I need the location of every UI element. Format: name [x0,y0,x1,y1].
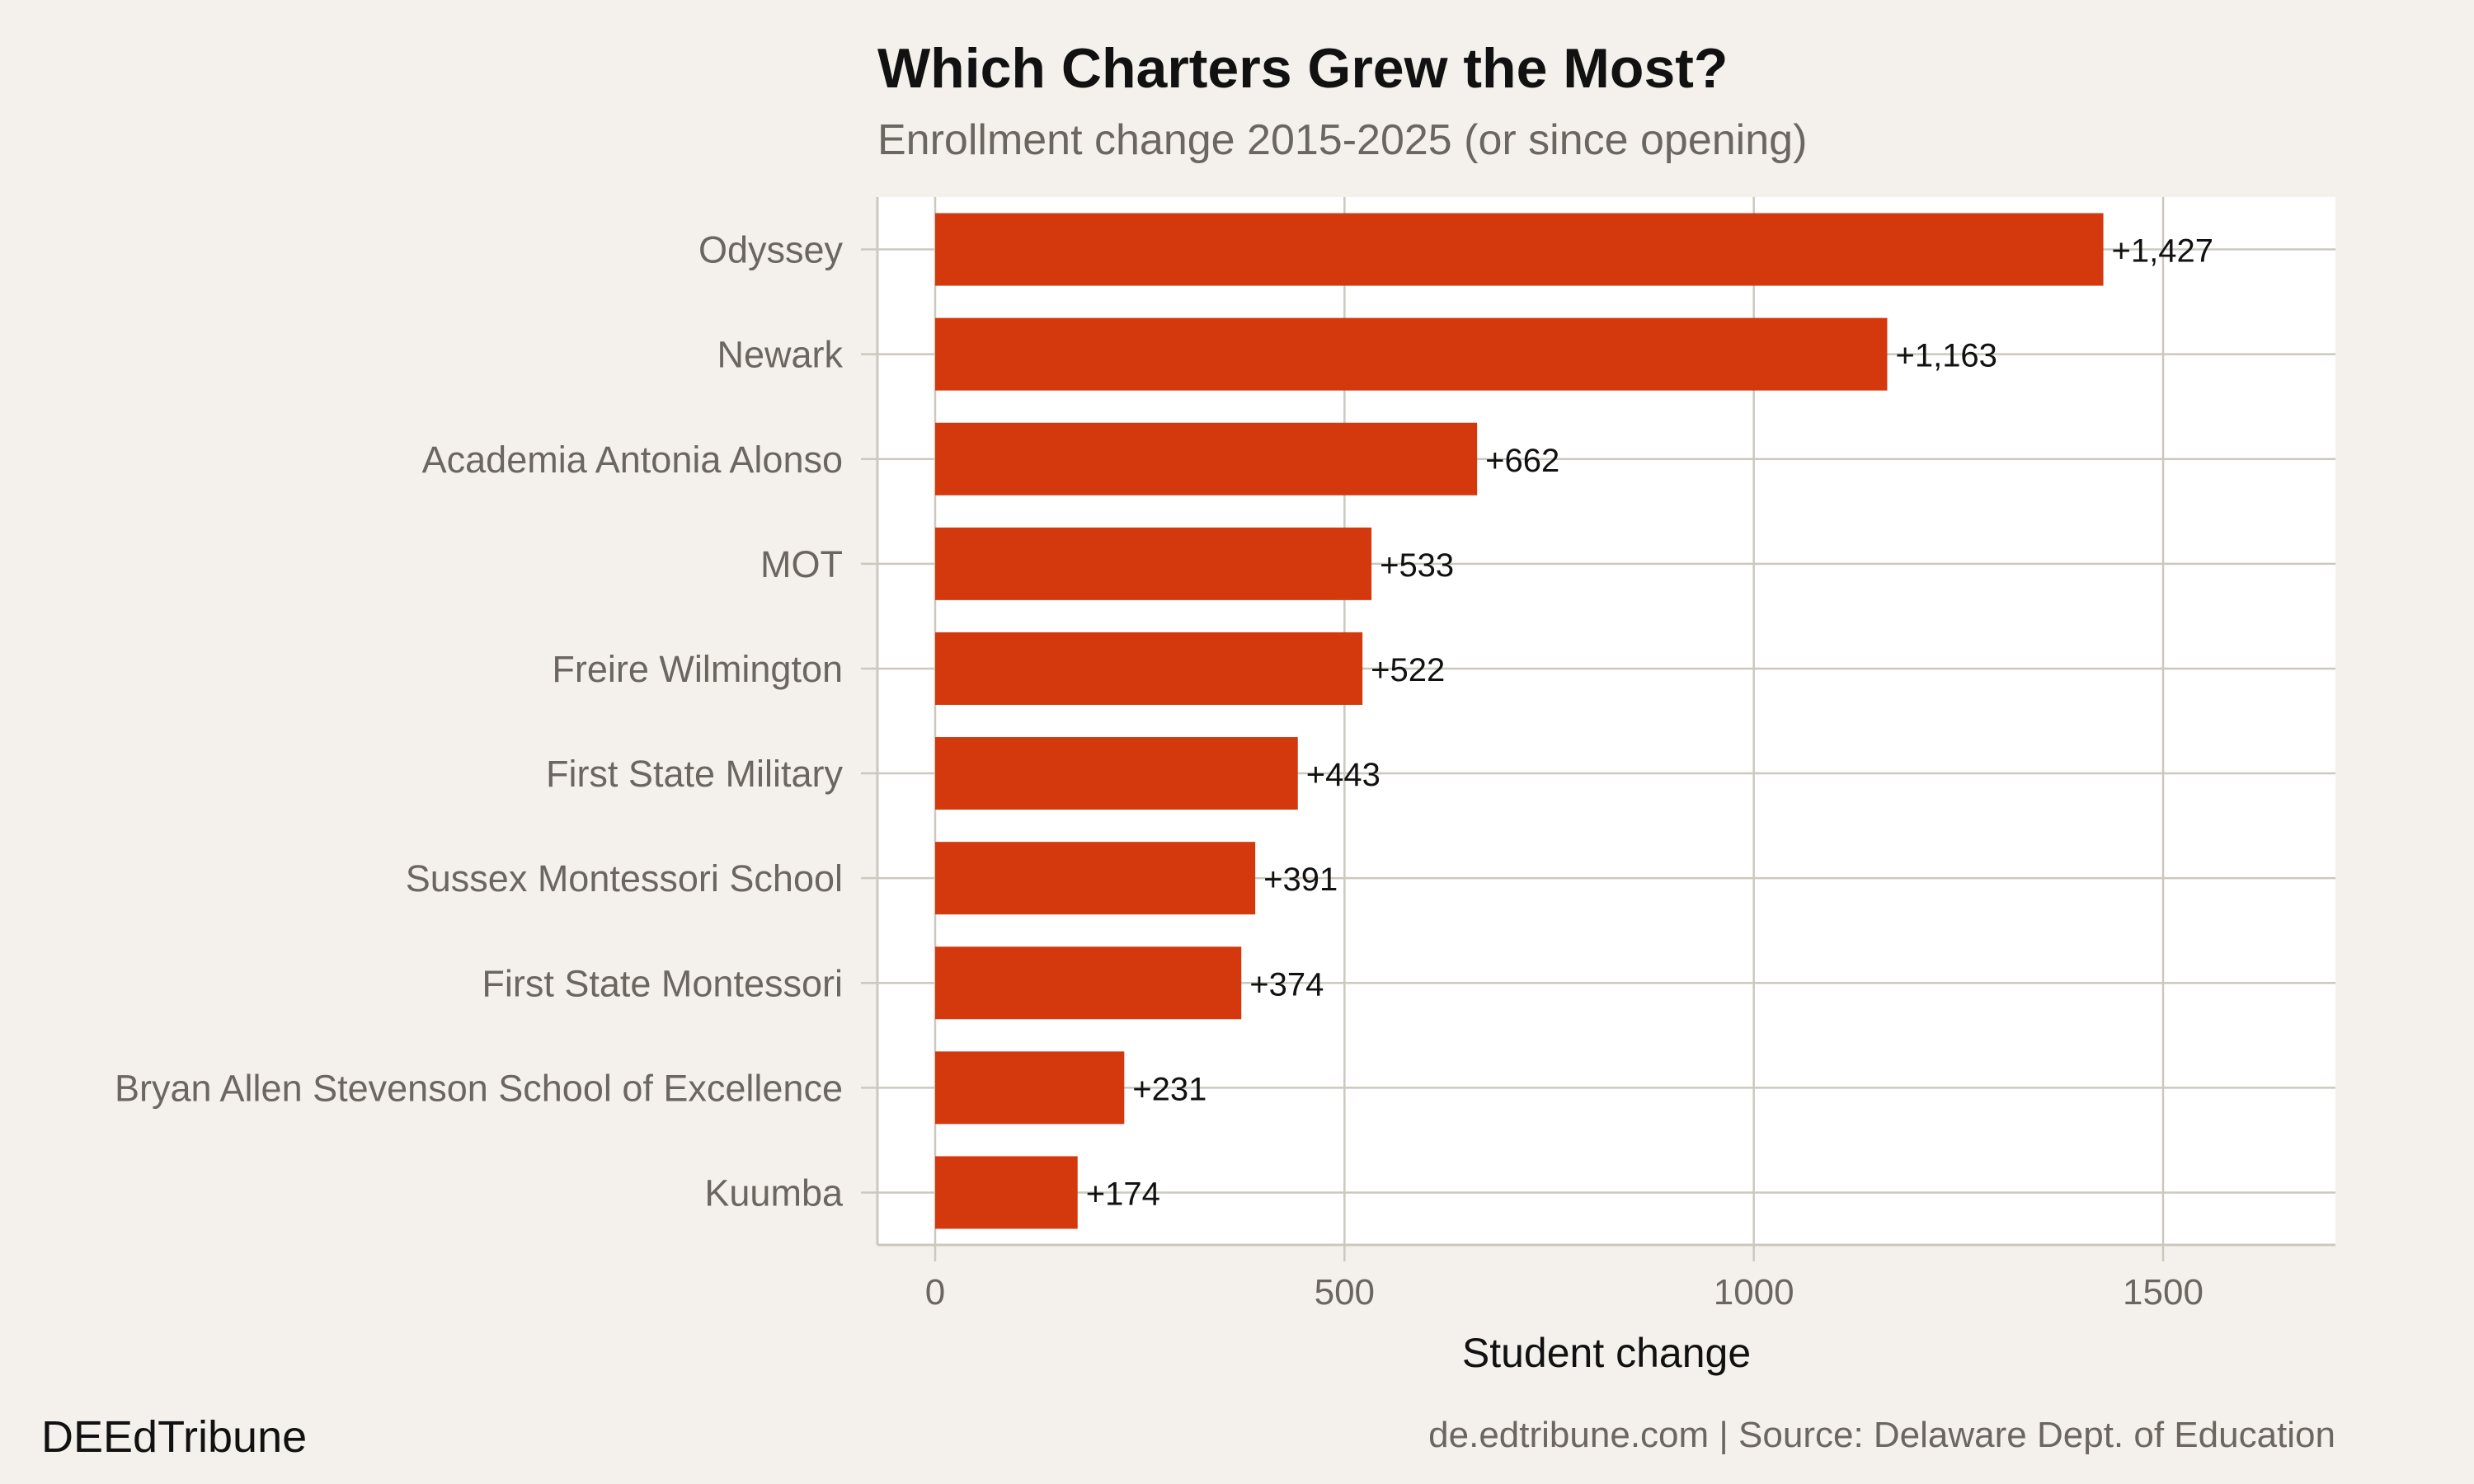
data-label: +522 [1371,652,1445,688]
data-label: +1,163 [1895,338,1997,374]
data-label: +391 [1263,862,1338,898]
brand-label: DEEdTribune [41,1412,308,1462]
data-label: +662 [1485,443,1559,479]
y-tick-label: Newark [717,334,843,376]
data-label: +1,427 [2112,233,2213,270]
data-label: +231 [1132,1071,1206,1107]
bar [935,1051,1125,1125]
y-tick-label: First State Montessori [482,962,843,1004]
source-label: de.edtribune.com | Source: Delaware Dept… [1428,1415,2335,1455]
bar [935,737,1298,810]
bar [935,1156,1078,1229]
bar [935,842,1256,915]
chart-title: Which Charters Grew the Most? [877,37,1729,100]
x-tick-label: 1000 [1714,1272,1794,1313]
bar [935,946,1242,1020]
x-tick-label: 1500 [2123,1272,2204,1313]
bar [935,527,1372,600]
x-axis-title: Student change [1462,1330,1751,1376]
y-tick-label: First State Military [546,753,844,795]
y-tick-label: Bryan Allen Stevenson School of Excellen… [115,1067,843,1109]
data-label: +374 [1249,966,1324,1003]
x-tick-label: 500 [1315,1272,1375,1313]
y-tick-label: MOT [760,543,843,585]
x-tick-label: 0 [925,1272,945,1313]
y-tick-label: Academia Antonia Alonso [422,439,843,481]
data-label: +443 [1306,757,1380,793]
y-tick-label: Sussex Montessori School [406,857,843,899]
chart-subtitle: Enrollment change 2015-2025 (or since op… [877,116,1808,164]
data-label: +533 [1380,547,1454,584]
y-tick-label: Odyssey [698,229,844,271]
y-tick-label: Freire Wilmington [552,648,843,690]
bar [935,632,1363,705]
bar [935,317,1888,391]
bar [935,213,2104,286]
y-tick-label: Kuumba [704,1172,844,1214]
bar [935,422,1478,495]
data-label: +174 [1086,1176,1160,1212]
